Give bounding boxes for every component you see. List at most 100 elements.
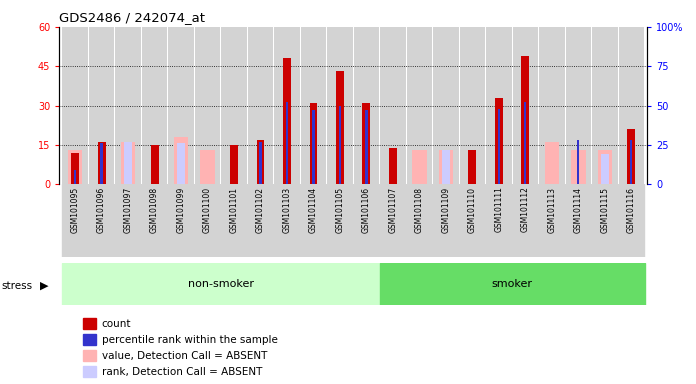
- Bar: [83, 318, 95, 329]
- Bar: [150, 145, 159, 184]
- Text: GSM101102: GSM101102: [256, 187, 265, 232]
- Text: ▶: ▶: [40, 281, 49, 291]
- Text: percentile rank within the sample: percentile rank within the sample: [102, 335, 278, 345]
- Text: GSM101099: GSM101099: [177, 187, 186, 233]
- Bar: [200, 150, 215, 184]
- Bar: [498, 109, 500, 184]
- Bar: [619, 184, 644, 257]
- Bar: [460, 27, 485, 184]
- Bar: [406, 27, 432, 184]
- Bar: [142, 27, 167, 184]
- Bar: [174, 137, 189, 184]
- Bar: [619, 27, 644, 184]
- Bar: [248, 27, 274, 184]
- Text: rank, Detection Call = ABSENT: rank, Detection Call = ABSENT: [102, 367, 262, 377]
- Bar: [336, 71, 344, 184]
- Bar: [487, 27, 512, 184]
- Bar: [274, 184, 300, 257]
- Bar: [116, 184, 141, 257]
- Text: GSM101116: GSM101116: [627, 187, 636, 232]
- Bar: [310, 103, 317, 184]
- Bar: [313, 110, 315, 184]
- Bar: [71, 153, 79, 184]
- Bar: [539, 184, 564, 257]
- Bar: [168, 27, 193, 184]
- Bar: [89, 27, 114, 184]
- Text: GSM101111: GSM101111: [494, 187, 503, 232]
- Text: GSM101104: GSM101104: [309, 187, 318, 233]
- Bar: [195, 27, 220, 184]
- Bar: [195, 184, 220, 257]
- Bar: [120, 142, 135, 184]
- Bar: [571, 150, 586, 184]
- Bar: [566, 27, 591, 184]
- Text: GSM101095: GSM101095: [70, 187, 79, 233]
- Text: GSM101105: GSM101105: [335, 187, 345, 233]
- Text: non-smoker: non-smoker: [188, 279, 254, 289]
- Bar: [389, 147, 397, 184]
- Text: GSM101106: GSM101106: [362, 187, 371, 233]
- Bar: [468, 150, 476, 184]
- Bar: [438, 150, 453, 184]
- Bar: [327, 27, 353, 184]
- Bar: [365, 110, 367, 184]
- Bar: [260, 142, 262, 184]
- Bar: [539, 27, 564, 184]
- Bar: [513, 184, 538, 257]
- Bar: [521, 56, 530, 184]
- Text: GSM101114: GSM101114: [574, 187, 583, 232]
- Text: GSM101112: GSM101112: [521, 187, 530, 232]
- Bar: [89, 184, 114, 257]
- Bar: [354, 184, 379, 257]
- Text: GSM101096: GSM101096: [97, 187, 106, 233]
- Bar: [63, 184, 88, 257]
- Bar: [412, 150, 427, 184]
- Bar: [460, 184, 485, 257]
- Text: GSM101098: GSM101098: [150, 187, 159, 233]
- Text: GSM101115: GSM101115: [601, 187, 610, 232]
- Text: stress: stress: [1, 281, 33, 291]
- Bar: [380, 27, 406, 184]
- Bar: [83, 334, 95, 344]
- Bar: [97, 142, 106, 184]
- Bar: [592, 27, 617, 184]
- Bar: [177, 143, 185, 184]
- Bar: [433, 184, 459, 257]
- Bar: [221, 184, 246, 257]
- Bar: [274, 27, 300, 184]
- Bar: [142, 184, 167, 257]
- Bar: [578, 140, 580, 184]
- Bar: [363, 103, 370, 184]
- Bar: [524, 103, 526, 184]
- Text: GSM101101: GSM101101: [230, 187, 239, 232]
- Text: GSM101113: GSM101113: [548, 187, 556, 232]
- Bar: [221, 27, 246, 184]
- Bar: [74, 170, 76, 184]
- Text: GSM101100: GSM101100: [203, 187, 212, 233]
- Bar: [631, 140, 633, 184]
- Text: value, Detection Call = ABSENT: value, Detection Call = ABSENT: [102, 351, 267, 361]
- Bar: [487, 184, 512, 257]
- Bar: [601, 154, 609, 184]
- Text: smoker: smoker: [491, 279, 532, 289]
- Bar: [124, 142, 132, 184]
- Bar: [495, 98, 503, 184]
- Bar: [283, 58, 291, 184]
- Text: count: count: [102, 319, 131, 329]
- Bar: [83, 351, 95, 361]
- Text: GDS2486 / 242074_at: GDS2486 / 242074_at: [59, 12, 205, 25]
- Bar: [513, 27, 538, 184]
- Bar: [545, 142, 559, 184]
- Bar: [116, 27, 141, 184]
- Text: GSM101108: GSM101108: [415, 187, 424, 232]
- Bar: [301, 184, 326, 257]
- Bar: [592, 184, 617, 257]
- Bar: [248, 184, 274, 257]
- Bar: [627, 129, 635, 184]
- Bar: [380, 263, 644, 305]
- Bar: [566, 184, 591, 257]
- Text: GSM101109: GSM101109: [441, 187, 450, 233]
- Bar: [598, 150, 612, 184]
- Bar: [62, 263, 380, 305]
- Bar: [168, 184, 193, 257]
